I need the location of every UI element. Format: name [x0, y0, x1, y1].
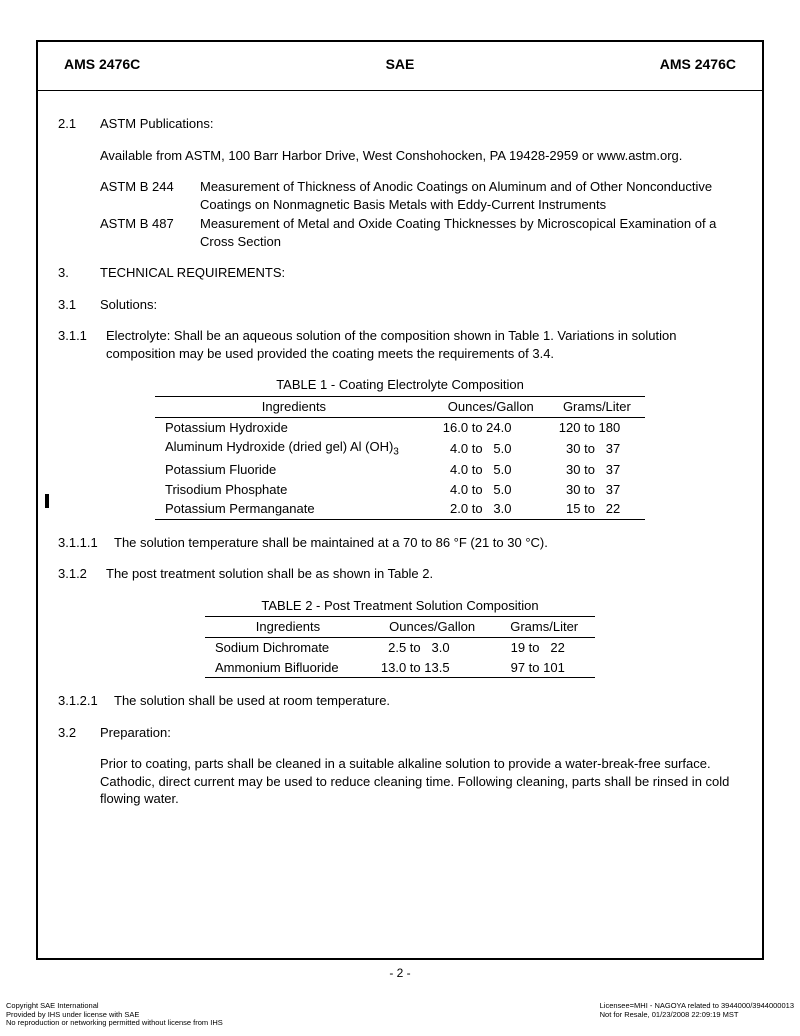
section-number: 3.1.1 [58, 327, 106, 362]
reference-desc: Measurement of Metal and Oxide Coating T… [200, 215, 742, 250]
page-footer: Copyright SAE International Provided by … [6, 1002, 794, 1028]
table2-head-ingredients: Ingredients [205, 617, 371, 638]
header-left: AMS 2476C [64, 56, 288, 72]
section-title: Solutions: [100, 296, 742, 314]
header-center: SAE [288, 56, 512, 72]
cell-ingredient: Potassium Permanganate [155, 499, 433, 519]
table-row: Aluminum Hydroxide (dried gel) Al (OH)3 … [155, 437, 645, 460]
reference-row: ASTM B 244 Measurement of Thickness of A… [100, 178, 742, 213]
section-3-1: 3.1 Solutions: [58, 296, 742, 314]
cell-ingredient: Sodium Dichromate [205, 638, 371, 658]
footer-left: Copyright SAE International Provided by … [6, 1002, 223, 1028]
section-2-1: 2.1 ASTM Publications: [58, 115, 742, 133]
footer-line: No reproduction or networking permitted … [6, 1019, 223, 1028]
cell-oz: 4.0 to 5.0 [433, 437, 549, 460]
section-number: 3.1.2.1 [58, 692, 114, 710]
cell-oz: 4.0 to 5.0 [433, 480, 549, 500]
table-row: Potassium Hydroxide 16.0 to 24.0 120 to … [155, 417, 645, 437]
section-3-2: 3.2 Preparation: [58, 724, 742, 742]
cell-oz: 16.0 to 24.0 [433, 417, 549, 437]
section-3-2-body: Prior to coating, parts shall be cleaned… [100, 755, 742, 808]
section-text: Electrolyte: Shall be an aqueous solutio… [106, 327, 742, 362]
table1-head-ingredients: Ingredients [155, 397, 433, 418]
table-row: Ammonium Bifluoride 13.0 to 13.5 97 to 1… [205, 658, 595, 678]
cell-g: 120 to 180 [549, 417, 645, 437]
header-right: AMS 2476C [512, 56, 736, 72]
table2: Ingredients Ounces/Gallon Grams/Liter So… [205, 616, 595, 678]
table2-head-ozgal: Ounces/Gallon [371, 617, 494, 638]
cell-ingredient: Ammonium Bifluoride [205, 658, 371, 678]
cell-g: 30 to 37 [549, 480, 645, 500]
section-number: 3.2 [58, 724, 100, 742]
section-number: 3.1.2 [58, 565, 106, 583]
table2-title: TABLE 2 - Post Treatment Solution Compos… [58, 597, 742, 615]
section-text: The solution temperature shall be mainta… [114, 534, 742, 552]
reference-code: ASTM B 487 [100, 215, 200, 250]
section-number: 3. [58, 264, 100, 282]
page-content: 2.1 ASTM Publications: Available from AS… [38, 91, 762, 832]
cell-ingredient: Aluminum Hydroxide (dried gel) Al (OH)3 [155, 437, 433, 460]
cell-g: 30 to 37 [549, 437, 645, 460]
cell-oz: 2.5 to 3.0 [371, 638, 494, 658]
page-number: - 2 - [36, 966, 764, 980]
section-text: The post treatment solution shall be as … [106, 565, 742, 583]
section-title: Preparation: [100, 724, 742, 742]
section-3-1-1-1: 3.1.1.1 The solution temperature shall b… [58, 534, 742, 552]
page-header: AMS 2476C SAE AMS 2476C [38, 42, 762, 91]
cell-ingredient: Potassium Fluoride [155, 460, 433, 480]
reference-desc: Measurement of Thickness of Anodic Coati… [200, 178, 742, 213]
section-3: 3. TECHNICAL REQUIREMENTS: [58, 264, 742, 282]
table-row: Sodium Dichromate 2.5 to 3.0 19 to 22 [205, 638, 595, 658]
table1-head-gL: Grams/Liter [549, 397, 645, 418]
footer-line: Not for Resale, 01/23/2008 22:09:19 MST [600, 1011, 794, 1020]
cell-g: 19 to 22 [493, 638, 595, 658]
cell-oz: 2.0 to 3.0 [433, 499, 549, 519]
document-frame: AMS 2476C SAE AMS 2476C 2.1 ASTM Publica… [36, 40, 764, 960]
table1-head-ozgal: Ounces/Gallon [433, 397, 549, 418]
table-row: Trisodium Phosphate 4.0 to 5.0 30 to 37 [155, 480, 645, 500]
reference-row: ASTM B 487 Measurement of Metal and Oxid… [100, 215, 742, 250]
cell-g: 97 to 101 [493, 658, 595, 678]
reference-code: ASTM B 244 [100, 178, 200, 213]
section-3-1-2-1: 3.1.2.1 The solution shall be used at ro… [58, 692, 742, 710]
section-text: The solution shall be used at room tempe… [114, 692, 742, 710]
table1: Ingredients Ounces/Gallon Grams/Liter Po… [155, 396, 645, 520]
cell-oz: 13.0 to 13.5 [371, 658, 494, 678]
cell-g: 30 to 37 [549, 460, 645, 480]
section-3-1-2: 3.1.2 The post treatment solution shall … [58, 565, 742, 583]
section-number: 3.1 [58, 296, 100, 314]
cell-ingredient: Trisodium Phosphate [155, 480, 433, 500]
table1-title: TABLE 1 - Coating Electrolyte Compositio… [58, 376, 742, 394]
table-row: Potassium Permanganate 2.0 to 3.0 15 to … [155, 499, 645, 519]
cell-ingredient: Potassium Hydroxide [155, 417, 433, 437]
cell-g: 15 to 22 [549, 499, 645, 519]
section-title: TECHNICAL REQUIREMENTS: [100, 264, 742, 282]
table-row: Potassium Fluoride 4.0 to 5.0 30 to 37 [155, 460, 645, 480]
section-3-1-1: 3.1.1 Electrolyte: Shall be an aqueous s… [58, 327, 742, 362]
text-cursor [45, 494, 49, 508]
section-number: 3.1.1.1 [58, 534, 114, 552]
table2-head-gL: Grams/Liter [493, 617, 595, 638]
cell-oz: 4.0 to 5.0 [433, 460, 549, 480]
section-number: 2.1 [58, 115, 100, 133]
section-title: ASTM Publications: [100, 115, 742, 133]
astm-availability: Available from ASTM, 100 Barr Harbor Dri… [100, 147, 742, 165]
footer-right: Licensee=MHI - NAGOYA related to 3944000… [600, 1002, 794, 1028]
